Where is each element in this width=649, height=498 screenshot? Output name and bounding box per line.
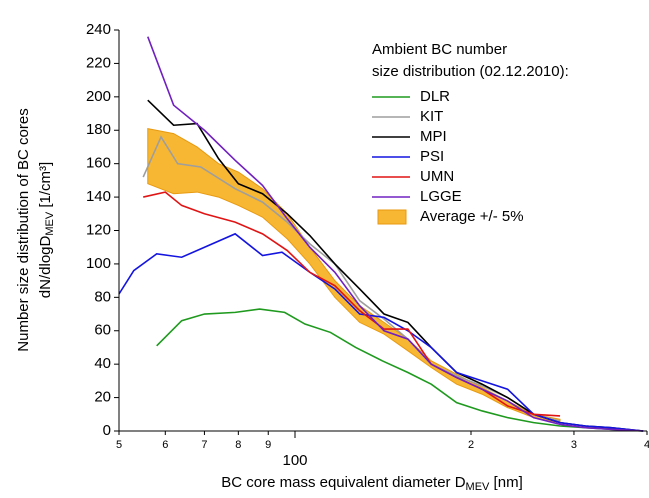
y-tick-label: 40 bbox=[94, 355, 111, 372]
series-line bbox=[156, 308, 644, 432]
x-label: BC core mass equivalent diameter DMEV [n… bbox=[221, 474, 522, 493]
y-tick-label: 200 bbox=[86, 88, 111, 105]
legend-label: MPI bbox=[420, 128, 447, 145]
y-label-unit: [1/cm³] bbox=[37, 162, 54, 212]
x-label-unit: [nm] bbox=[489, 474, 522, 491]
x-tick-label: 4 bbox=[644, 439, 649, 451]
x-label-main: BC core mass equivalent diameter D bbox=[221, 474, 465, 491]
x-label-sub: MEV bbox=[466, 481, 491, 493]
x-tick-label: 8 bbox=[235, 439, 241, 451]
y-tick-label: 220 bbox=[86, 54, 111, 71]
x-tick-label: 5 bbox=[116, 439, 122, 451]
x-tick-label: 6 bbox=[162, 439, 168, 451]
legend-label: UMN bbox=[420, 168, 454, 185]
legend-title: size distribution (02.12.2010): bbox=[372, 63, 569, 80]
series-line bbox=[147, 36, 644, 432]
series-line bbox=[147, 99, 644, 432]
y-tick-label: 240 bbox=[86, 21, 111, 38]
y-tick-label: 80 bbox=[94, 288, 111, 305]
y-tick-label: 0 bbox=[103, 422, 111, 439]
legend-label: Average +/- 5% bbox=[420, 208, 524, 225]
legend-label: KIT bbox=[420, 108, 443, 125]
y-tick-label: 60 bbox=[94, 322, 111, 339]
y-label-sub: MEV bbox=[44, 211, 56, 236]
series-line bbox=[118, 232, 644, 432]
y-label-line2: dN/dlogDMEV [1/cm³] bbox=[37, 162, 56, 298]
legend-label: DLR bbox=[420, 88, 450, 105]
series-line bbox=[142, 135, 561, 422]
legend-swatch bbox=[377, 209, 407, 225]
y-tick-label: 160 bbox=[86, 155, 111, 172]
legend-label: PSI bbox=[420, 148, 444, 165]
x-tick-label: 3 bbox=[571, 439, 577, 451]
x-tick-label: 100 bbox=[282, 452, 307, 469]
y-tick-label: 120 bbox=[86, 221, 111, 238]
y-label-line1: Number size distribution of BC cores bbox=[15, 108, 32, 351]
y-tick-label: 20 bbox=[94, 389, 111, 406]
x-tick-label: 9 bbox=[265, 439, 271, 451]
y-label-main: dN/dlogD bbox=[37, 236, 54, 299]
x-tick-label: 7 bbox=[201, 439, 207, 451]
x-tick-label: 2 bbox=[468, 439, 474, 451]
y-tick-label: 100 bbox=[86, 255, 111, 272]
y-tick-label: 140 bbox=[86, 188, 111, 205]
legend-title: Ambient BC number bbox=[372, 41, 507, 58]
y-tick-label: 180 bbox=[86, 121, 111, 138]
legend-label: LGGE bbox=[420, 188, 462, 205]
